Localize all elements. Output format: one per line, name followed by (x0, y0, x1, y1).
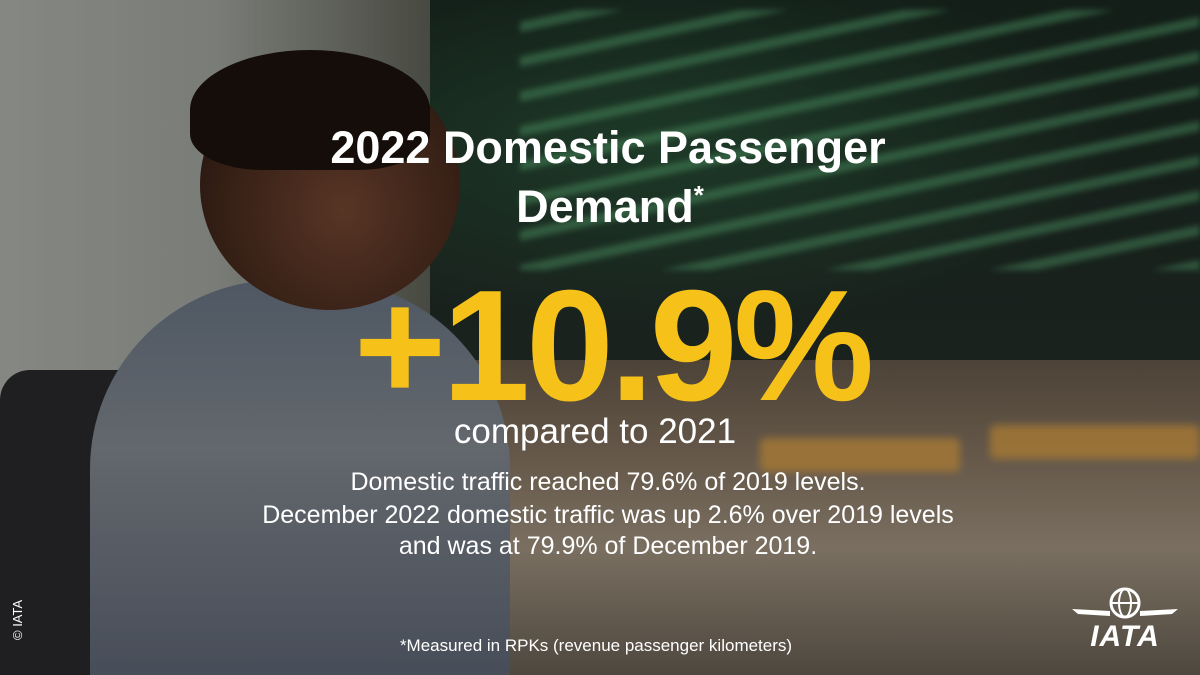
logo-text: IATA (1090, 620, 1160, 653)
logo-mark (1072, 587, 1178, 619)
background-lamp (990, 425, 1200, 459)
body-text: and was at 79.9% of December 2019. (398, 532, 818, 560)
copyright: © IATA (10, 599, 25, 640)
background-hair (190, 50, 430, 170)
background-lamp (760, 438, 960, 472)
background-board (430, 0, 1200, 360)
headline: +10.9% (353, 258, 874, 434)
background-person (90, 280, 510, 675)
body-text: Domestic traffic reached 79.6% of 2019 l… (350, 468, 866, 496)
title: 2022 Domestic Passenger (330, 122, 886, 173)
title-asterisk: * (693, 180, 704, 210)
title: Demand (516, 181, 694, 232)
background-lights (520, 10, 1200, 270)
background-floor (380, 360, 1200, 675)
title-line: Demand* (10, 180, 1200, 233)
body-text: December 2022 domestic traffic was up 2.… (262, 501, 954, 529)
subheadline: compared to 2021 (453, 412, 737, 451)
footnote: *Measured in RPKs (revenue passenger kil… (399, 636, 793, 655)
